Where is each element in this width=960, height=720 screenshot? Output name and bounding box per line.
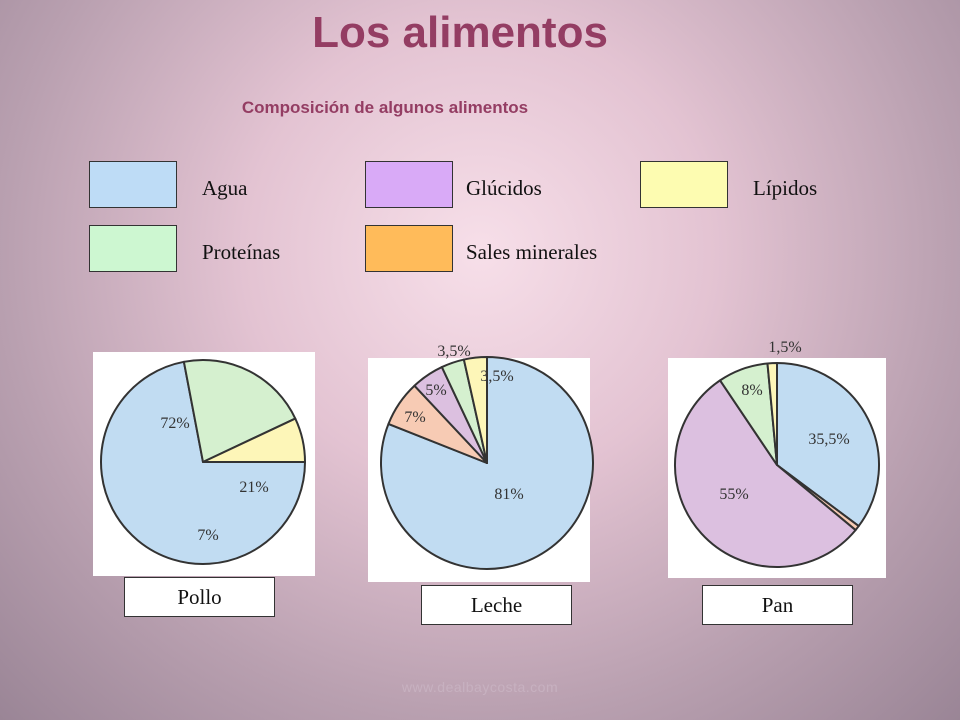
legend-label-agua: Agua	[202, 176, 248, 200]
legend-label-sales-minerales: Sales minerales	[466, 240, 598, 264]
pie-label-pollo-2: 7%	[197, 527, 218, 544]
pie-slice-pollo-2	[202, 417, 306, 463]
chart-name-pollo: Pollo	[124, 577, 275, 617]
legend-label-glucidos: Glúcidos	[466, 176, 542, 200]
chart-name-pan: Pan	[702, 585, 853, 625]
pie-label-leche-3: 3,5%	[437, 343, 470, 360]
pie-slice-pan-0	[776, 362, 880, 528]
pie-label-pan-2: 55%	[719, 486, 748, 503]
legend-swatch-glucidos	[365, 161, 453, 208]
legend-label-lipidos: Lípidos	[753, 176, 818, 200]
pie-slice-pan-4	[766, 362, 778, 466]
pie-label-pan-0: 35,5%	[808, 431, 849, 448]
legend-swatch-proteinas	[89, 225, 177, 272]
footer-url: www.dealbaycosta.com	[401, 679, 559, 695]
page-title: Los alimentos	[312, 8, 608, 57]
page-subtitle: Composición de algunos alimentos	[241, 98, 529, 117]
pie-slice-leche-4	[462, 356, 488, 464]
legend-swatch-lipidos	[640, 161, 728, 208]
pie-label-leche-1: 7%	[404, 409, 425, 426]
pie-label-leche-4: 3,5%	[480, 368, 513, 385]
pie-slice-pollo-1	[182, 359, 297, 463]
pie-slice-pan-2	[673, 379, 857, 568]
pie-label-pollo-0: 72%	[160, 415, 189, 432]
pie-label-leche-2: 5%	[425, 382, 446, 399]
pie-label-leche-0: 81%	[494, 486, 523, 503]
chart-name-leche: Leche	[421, 585, 572, 625]
legend-swatch-sales-minerales	[365, 225, 453, 272]
pie-label-pollo-1: 21%	[239, 479, 268, 496]
pie-label-pan-4: 1,5%	[768, 339, 801, 356]
legend-label-proteinas: Proteínas	[202, 240, 281, 264]
legend-swatch-agua	[89, 161, 177, 208]
pie-label-pan-3: 8%	[741, 382, 762, 399]
